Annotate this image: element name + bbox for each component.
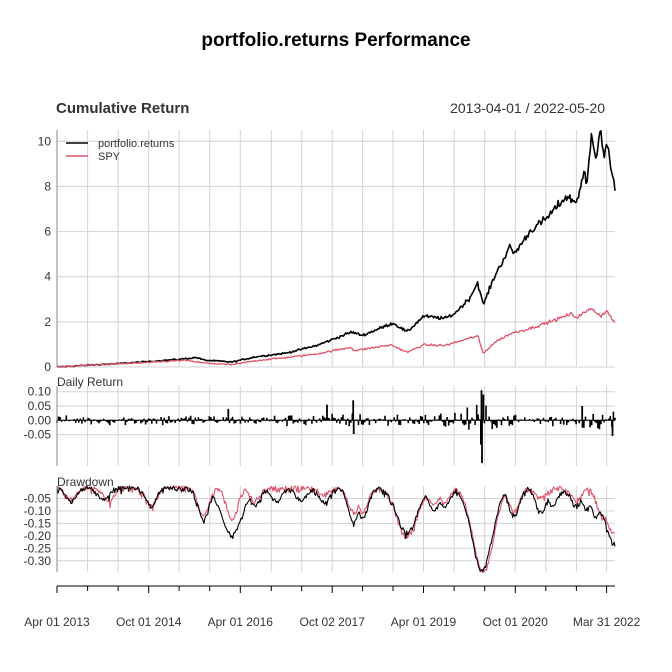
chart-title: portfolio.returns Performance	[201, 30, 470, 51]
y-tick-label: -0.10	[24, 504, 52, 518]
legend-label-portfolio: portfolio.returns	[98, 138, 175, 150]
drawdown-line-portfolio	[56, 485, 616, 573]
date-range-label: 2013-04-01 / 2022-05-20	[450, 100, 605, 116]
x-tick-label: Apr 01 2019	[391, 615, 457, 629]
y-tick-label: 8	[44, 179, 51, 193]
axes: 02468100.100.050.00-0.05-0.05-0.10-0.15-…	[24, 130, 641, 629]
daily-return-bars-path	[56, 404, 616, 430]
y-tick-label: -0.25	[24, 541, 52, 555]
x-tick-label: Mar 31 2022	[573, 615, 641, 629]
daily-return-grid	[56, 386, 615, 466]
y-tick-label: 4	[44, 270, 51, 284]
x-tick-label: Oct 02 2017	[300, 615, 366, 629]
legend: portfolio.returns SPY	[66, 138, 175, 163]
y-tick-label: 6	[44, 225, 51, 239]
x-tick-label: Oct 01 2020	[483, 615, 549, 629]
y-tick-label: 0	[44, 360, 51, 374]
y-tick-label: -0.05	[24, 428, 52, 442]
x-tick-label: Apr 01 2013	[24, 615, 90, 629]
cumulative-grid	[56, 130, 615, 368]
y-tick-label: -0.05	[24, 492, 52, 506]
y-tick-label: 0.10	[28, 385, 52, 399]
cumulative-line-spy	[56, 308, 616, 368]
y-tick-label: -0.30	[24, 554, 52, 568]
y-tick-label: 0.00	[28, 413, 52, 427]
legend-label-spy: SPY	[98, 151, 121, 163]
y-tick-label: 2	[44, 315, 51, 329]
drawdown-series	[56, 485, 616, 573]
daily-return-spikes	[227, 390, 614, 464]
x-tick-label: Apr 01 2016	[208, 615, 274, 629]
y-tick-label: -0.20	[24, 529, 52, 543]
daily-return-bars	[56, 390, 616, 464]
x-tick-label: Oct 01 2014	[116, 615, 182, 629]
panel-title-cumulative-return: Cumulative Return	[56, 100, 189, 117]
panel-title-daily-return: Daily Return	[57, 375, 123, 389]
y-tick-label: -0.15	[24, 516, 52, 530]
drawdown-grid	[56, 486, 615, 572]
y-tick-label: 0.05	[28, 399, 52, 413]
cumulative-series	[56, 130, 616, 368]
panel-title-drawdown: Drawdown	[57, 475, 114, 489]
y-tick-label: 10	[38, 134, 52, 148]
cumulative-line-portfolio	[57, 130, 616, 368]
